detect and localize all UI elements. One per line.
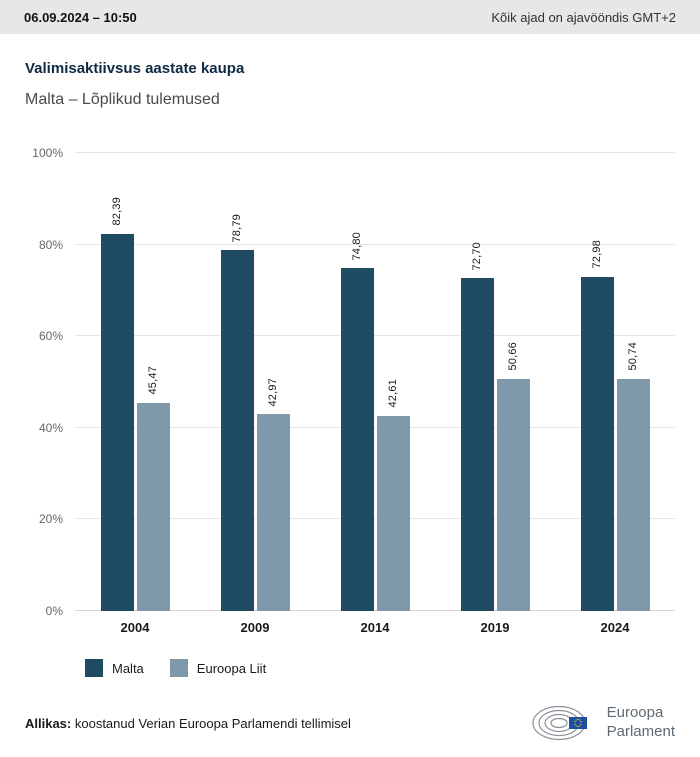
logo-block: Euroopa Parlament: [529, 703, 675, 743]
gridline: [75, 518, 675, 520]
chart-legend: Malta Euroopa Liit: [85, 659, 675, 677]
y-axis-label: 80%: [38, 237, 63, 252]
source-label: Allikas:: [25, 715, 72, 731]
european-parliament-logo: [532, 705, 587, 741]
bar-value-label: 50,66: [507, 342, 519, 371]
legend-item-euroopa-liit: Euroopa Liit: [169, 659, 267, 677]
x-axis-label-2009: 2009: [240, 620, 270, 635]
y-axis: 0% 20% 40% 60% 80% 100%: [25, 146, 75, 618]
gridline: [75, 610, 675, 611]
bar-euroopa-liit-2024[interactable]: 50,74: [616, 342, 650, 611]
bar-value-label: 45,47: [147, 366, 159, 395]
bar-malta-2014[interactable]: 74,80: [340, 232, 374, 611]
bar-euroopa-liit-2014[interactable]: 42,61: [376, 379, 410, 611]
page-subtitle: Malta – Lõplikud tulemused: [25, 91, 220, 108]
legend-label: Euroopa Liit: [196, 660, 267, 676]
source-note: Allikas: koostanud Verian Euroopa Parlam…: [25, 716, 351, 731]
logo-text-line1: Euroopa: [606, 704, 664, 722]
legend-swatch-icon: [169, 659, 188, 677]
bar-value-label: 74,80: [351, 231, 363, 261]
y-axis-label: 40%: [38, 420, 63, 435]
bar-value-label: 72,70: [471, 241, 483, 271]
bar-group-2009: 78,79 42,97: [195, 153, 315, 611]
y-axis-label: 0%: [45, 604, 63, 618]
y-axis-label: 100%: [32, 146, 63, 160]
chart-grid: 0% 20% 40% 60% 80% 100% 82,39 45,47 78,79 42,97 7…: [25, 146, 675, 618]
bar-group-2024: 72,98 50,74: [555, 153, 675, 611]
x-axis: 2004 2009 2014 2019 2024: [75, 620, 675, 635]
bar-euroopa-liit-2019[interactable]: 50,66: [496, 342, 530, 611]
legend-swatch-icon: [85, 659, 103, 677]
x-axis-label-2004: 2004: [120, 620, 150, 635]
bar-value-label: 42,97: [267, 377, 279, 407]
page-title: Valimisaktiivsus aastate kaupa: [25, 60, 245, 77]
bar-malta-2024[interactable]: 72,98: [580, 240, 614, 611]
plot-area: 82,39 45,47 78,79 42,97 74,80 42,61 72,70 50,66…: [75, 152, 675, 611]
x-axis-label-2014: 2014: [360, 620, 390, 635]
gridline: [75, 426, 675, 428]
eu-flag-icon: [568, 717, 587, 729]
bar-group-2014: 74,80 42,61: [315, 153, 435, 611]
bar-value-label: 42,61: [387, 379, 399, 408]
bar-group-2019: 72,70 50,66: [435, 153, 555, 611]
logo-text-line2: Parlament: [606, 723, 675, 740]
footer: Allikas: koostanud Verian Euroopa Parlam…: [25, 703, 675, 743]
logo-text: Euroopa Parlament: [607, 704, 675, 742]
x-axis-label-2019: 2019: [480, 620, 510, 635]
bar-malta-2019[interactable]: 72,70: [460, 242, 494, 611]
legend-item-malta: Malta: [85, 659, 144, 677]
bar-euroopa-liit-2009[interactable]: 42,97: [256, 378, 290, 611]
y-axis-label: 20%: [38, 512, 63, 527]
turnout-bar-chart: 0% 20% 40% 60% 80% 100% 82,39 45,47 78,79 42,97 7…: [25, 146, 675, 677]
bar-value-label: 50,74: [627, 342, 639, 371]
bar-groups: 82,39 45,47 78,79 42,97 74,80 42,61 72,70 50,66…: [75, 153, 675, 611]
bar-value-label: 78,79: [231, 213, 243, 243]
timezone-note: Kõik ajad on ajavööndis GMT+2: [491, 9, 676, 25]
gridline: [75, 335, 675, 337]
bar-malta-2009[interactable]: 78,79: [220, 214, 254, 611]
x-axis-label-2024: 2024: [600, 620, 630, 635]
source-text: koostanud Verian Euroopa Parlamendi tell…: [71, 715, 351, 731]
top-bar: 06.09.2024 – 10:50 Kõik ajad on ajavöönd…: [0, 0, 700, 34]
bar-group-2004: 82,39 45,47: [75, 153, 195, 611]
gridline: [75, 243, 675, 245]
y-axis-label: 60%: [38, 329, 63, 344]
bar-euroopa-liit-2004[interactable]: 45,47: [136, 366, 170, 611]
gridline: [75, 152, 675, 153]
legend-label: Malta: [112, 660, 144, 676]
report-datetime: 06.09.2024 – 10:50: [24, 9, 137, 25]
bar-malta-2004[interactable]: 82,39: [100, 197, 134, 611]
bar-value-label: 72,98: [591, 240, 603, 269]
bar-value-label: 82,39: [111, 197, 123, 226]
content: Valimisaktiivsus aastate kaupa Malta – L…: [0, 60, 700, 677]
